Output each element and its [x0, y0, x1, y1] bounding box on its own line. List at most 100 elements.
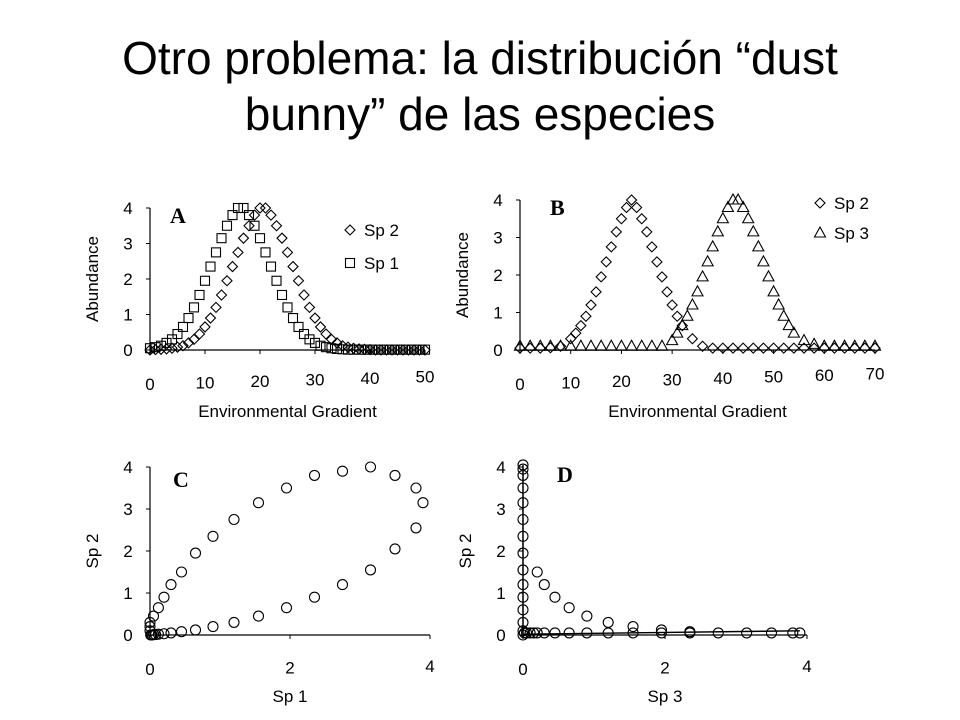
data-point-b-1: [848, 342, 861, 354]
data-point-b-1: [747, 342, 760, 354]
data-point-b-1: [625, 194, 638, 206]
data-point-a-1: [320, 328, 332, 340]
data-point-a-1: [276, 232, 288, 244]
data-point-a-1: [309, 312, 321, 324]
data-point-d-1: [517, 579, 529, 591]
data-point-b-1: [798, 342, 810, 354]
data-point-a-1: [265, 209, 277, 221]
data-point-b-2: [533, 339, 547, 351]
data-point-a-2: [155, 340, 167, 351]
data-point-c-1: [165, 627, 177, 639]
data-point-a-1: [413, 344, 426, 356]
series-b-1: [514, 194, 881, 354]
y-tick-label-c: 4: [123, 458, 132, 477]
data-point-a-1: [369, 344, 382, 356]
data-point-a-2: [188, 302, 200, 313]
data-point-a-1: [325, 333, 338, 346]
x-tick-label-a: 0: [145, 375, 154, 394]
data-point-b-1: [808, 342, 820, 354]
data-point-c-1: [152, 602, 164, 614]
data-point-d-1: [517, 564, 529, 576]
data-point-a-2: [276, 289, 288, 301]
data-point-a-1: [243, 219, 255, 232]
data-point-a-2: [249, 220, 260, 231]
y-tick-label-c: 2: [123, 542, 132, 561]
data-point-b-2: [762, 269, 775, 282]
data-point-a-2: [370, 344, 381, 355]
legend-label-b-2: Sp 3: [834, 224, 869, 243]
data-point-a-2: [144, 343, 156, 354]
data-point-a-1: [193, 328, 206, 340]
x-tick-label-d: 0: [518, 660, 527, 679]
x-tick-label-b: 70: [866, 365, 885, 384]
data-point-b-2: [701, 254, 715, 267]
data-point-a-2: [331, 343, 343, 354]
data-point-d-1: [655, 624, 668, 636]
data-point-c-1: [336, 579, 349, 591]
x-axis-label-a: Environmental Gradient: [198, 402, 377, 421]
data-point-a-1: [375, 344, 387, 356]
data-point-a-2: [287, 312, 299, 324]
legend-marker-b-1: [814, 197, 826, 209]
y-axis-label-c: Sp 2: [83, 534, 102, 569]
data-point-a-2: [342, 344, 354, 355]
data-point-d-1: [549, 627, 561, 639]
data-point-a-1: [298, 289, 310, 301]
data-point-c-1: [158, 628, 170, 640]
data-point-c-1: [252, 497, 265, 509]
y-tick-label-a: 3: [123, 235, 132, 254]
data-point-b-2: [645, 339, 659, 351]
data-point-a-1: [380, 344, 393, 356]
slide-title-line-1: Otro problema: la distribución “dust: [122, 32, 838, 84]
data-point-b-1: [859, 342, 871, 354]
data-point-c-1: [252, 610, 265, 622]
data-point-b-2: [711, 224, 725, 237]
data-point-d-1: [517, 513, 529, 526]
data-point-b-2: [543, 339, 557, 351]
data-point-b-1: [717, 342, 729, 354]
data-point-d-1: [528, 627, 540, 639]
data-point-b-1: [615, 212, 628, 225]
data-point-d-1: [602, 616, 614, 628]
data-point-b-2: [858, 339, 872, 351]
data-point-a-2: [161, 337, 172, 348]
data-point-b-2: [680, 309, 694, 321]
data-point-c-1: [165, 579, 177, 591]
x-tick-label-c: 0: [145, 660, 154, 679]
data-point-a-2: [227, 210, 238, 221]
data-point-c-1: [144, 616, 156, 628]
legend-label-b-1: Sp 2: [834, 194, 869, 213]
data-point-c-1: [228, 616, 240, 628]
y-tick-label-b: 4: [493, 191, 502, 210]
y-tick-label-d: 0: [496, 626, 505, 645]
series-c-1: [144, 461, 429, 641]
data-point-b-1: [671, 310, 683, 323]
y-axis-label-d: Sp 2: [456, 534, 475, 569]
data-point-b-1: [666, 299, 678, 311]
data-point-a-1: [166, 342, 178, 355]
data-point-c-1: [207, 530, 219, 542]
data-point-a-2: [183, 312, 194, 324]
series-d-1: [517, 459, 806, 641]
data-point-b-2: [731, 192, 745, 205]
data-point-d-1: [581, 610, 593, 622]
data-point-a-2: [199, 275, 211, 286]
data-point-a-1: [204, 312, 217, 324]
data-point-a-2: [177, 321, 189, 332]
data-point-a-1: [287, 260, 299, 273]
data-point-a-1: [221, 274, 233, 287]
data-point-a-2: [254, 233, 266, 244]
data-point-a-1: [259, 202, 272, 214]
data-point-a-2: [326, 343, 337, 354]
y-tick-label-c: 3: [123, 500, 132, 519]
y-tick-label-b: 3: [493, 229, 502, 248]
data-point-d-1: [563, 627, 575, 639]
data-point-b-1: [727, 342, 739, 354]
data-point-a-2: [172, 328, 183, 340]
data-point-b-1: [646, 241, 658, 253]
y-tick-label-d: 1: [496, 584, 505, 603]
data-point-a-2: [320, 342, 332, 353]
data-point-a-1: [408, 344, 420, 356]
x-tick-label-b: 40: [713, 369, 732, 388]
data-point-b-1: [620, 201, 633, 214]
